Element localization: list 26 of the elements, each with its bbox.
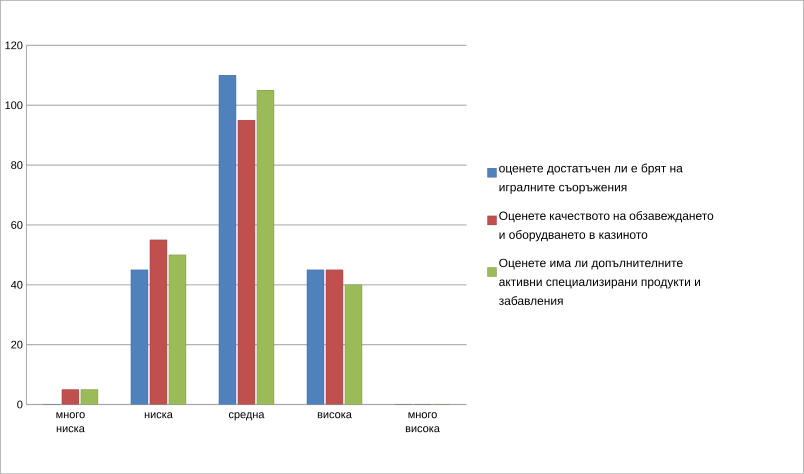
legend-label: Оценете качеството на обзавеждането и оборудването в казиното [499, 211, 714, 242]
y-tick-label: 120 [5, 42, 22, 50]
legend-label: Оценете има ли допълнителните активни специализирани продукти и забавления [498, 258, 700, 306]
x-tick-label: много висока [406, 412, 440, 432]
y-tick-label: 60 [11, 221, 22, 229]
bar [256, 90, 274, 405]
bar [130, 270, 148, 405]
x-tick-label: ниска [144, 412, 173, 418]
bar [150, 240, 168, 405]
x-tick-label: много ниска [56, 412, 85, 432]
bar [80, 389, 98, 405]
bar [238, 120, 256, 405]
y-tick-label: 80 [11, 161, 22, 170]
y-tick-label: 20 [11, 340, 22, 349]
x-tick-label: висока [318, 412, 352, 418]
bar [62, 389, 80, 405]
bar [306, 270, 324, 405]
y-tick-label: 0 [17, 400, 22, 408]
x-tick-label: средна [228, 412, 264, 420]
y-tick-label: 100 [5, 101, 22, 110]
bar [218, 75, 236, 405]
legend-label: оценете достатъчен ли е брят на игралните съоръжения [499, 164, 683, 194]
bar [344, 284, 362, 405]
y-tick-label: 40 [10, 280, 22, 289]
bar [326, 270, 344, 405]
bar [168, 254, 186, 405]
